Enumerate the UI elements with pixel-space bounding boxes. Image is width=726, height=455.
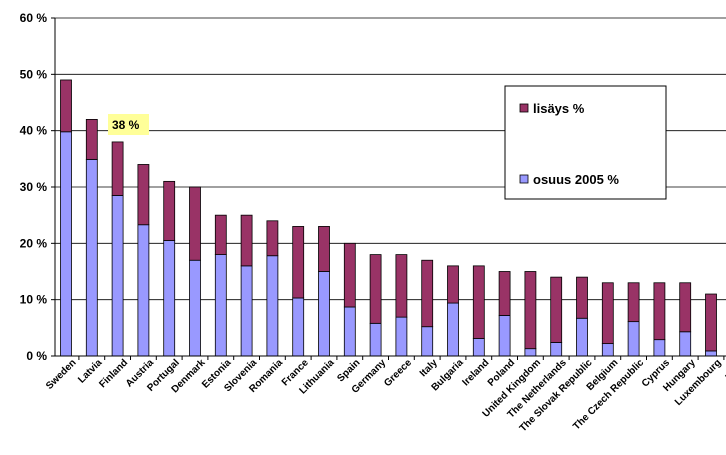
bar-lisays (705, 293, 717, 352)
x-tick-label: Luxembourg (673, 357, 724, 408)
bar-lisays (189, 186, 201, 261)
bar-lisays (240, 214, 253, 267)
bar-osuus (111, 195, 124, 357)
bar-lisays (601, 282, 614, 345)
y-tick-label: 50 % (20, 67, 48, 81)
bar-osuus (576, 317, 588, 357)
x-tick-label: Ireland (460, 357, 491, 388)
bar-osuus (705, 350, 717, 357)
legend-frame (504, 85, 667, 200)
bar-lisays (111, 141, 124, 196)
bar-lisays (653, 282, 666, 341)
bar-lisays (137, 164, 150, 226)
x-tick-label: Italy (418, 357, 440, 379)
annotation-text: 38 % (112, 118, 140, 132)
bar-osuus (653, 339, 666, 357)
bar-osuus (189, 259, 201, 357)
legend-label-lisays: lisäys % (533, 101, 585, 116)
legend-swatch-lisays (519, 103, 529, 113)
y-tick-label: 20 % (20, 236, 48, 250)
legend-swatch-osuus (519, 174, 529, 184)
bar-osuus (550, 342, 563, 357)
bar-osuus (498, 315, 511, 357)
bar-lisays (343, 242, 356, 308)
bar-osuus (214, 254, 227, 357)
y-tick-label: 10 % (20, 293, 48, 307)
bar-lisays (266, 220, 279, 257)
bar-lisays (163, 180, 176, 241)
bar-lisays (627, 282, 640, 323)
bar-lisays (214, 214, 227, 256)
bar-lisays (395, 254, 408, 318)
x-axis-ticks: SwedenLatviaFinlandAustriaPortugalDenmar… (44, 356, 726, 434)
bar-lisays (524, 271, 537, 350)
y-tick-label: 30 % (20, 180, 48, 194)
bar-lisays (550, 276, 563, 343)
bar-lisays (421, 259, 434, 328)
axes (54, 18, 726, 357)
bar-osuus (343, 306, 356, 357)
bar-osuus (266, 255, 279, 357)
y-axis-ticks: 0 % 10 % 20 % 30 % 40 % 50 % 60 % (20, 11, 55, 363)
x-tick-label: Sweden (44, 357, 79, 392)
x-tick-label: Finland (97, 357, 130, 390)
y-tick-label: 0 % (26, 349, 47, 363)
legend-label-osuus: osuus 2005 % (533, 172, 619, 187)
bar-osuus (369, 322, 382, 357)
bar-osuus (292, 297, 305, 357)
bar-lisays (292, 226, 305, 299)
bar-lisays (318, 226, 330, 272)
bar-osuus (395, 316, 408, 357)
bar-osuus (60, 131, 72, 357)
bar-lisays (472, 265, 485, 339)
annotation: 38 % (108, 114, 149, 135)
annotation-box (108, 114, 149, 135)
bar-osuus (524, 348, 537, 357)
bar-osuus (421, 326, 434, 357)
bar-lisays (369, 254, 382, 324)
bar-osuus (318, 271, 330, 357)
bars (60, 79, 717, 357)
bar-osuus (85, 158, 98, 357)
bar-lisays (679, 282, 692, 333)
bar-osuus (472, 338, 485, 357)
bar-lisays (498, 271, 511, 316)
x-tick-label: Greece (382, 357, 414, 389)
bar-osuus (627, 321, 640, 357)
bar-lisays (576, 276, 588, 319)
y-tick-label: 40 % (20, 124, 48, 138)
bar-lisays (447, 265, 459, 304)
y-tick-label: 60 % (20, 11, 48, 25)
bar-lisays (60, 79, 72, 133)
bar-osuus (447, 302, 459, 357)
legend: lisäys % osuus 2005 % (504, 85, 667, 200)
bar-osuus (163, 240, 176, 357)
bar-lisays (85, 119, 98, 160)
bar-osuus (137, 224, 150, 357)
bar-osuus (601, 343, 614, 357)
bar-osuus (240, 265, 253, 357)
bar-osuus (679, 331, 692, 357)
